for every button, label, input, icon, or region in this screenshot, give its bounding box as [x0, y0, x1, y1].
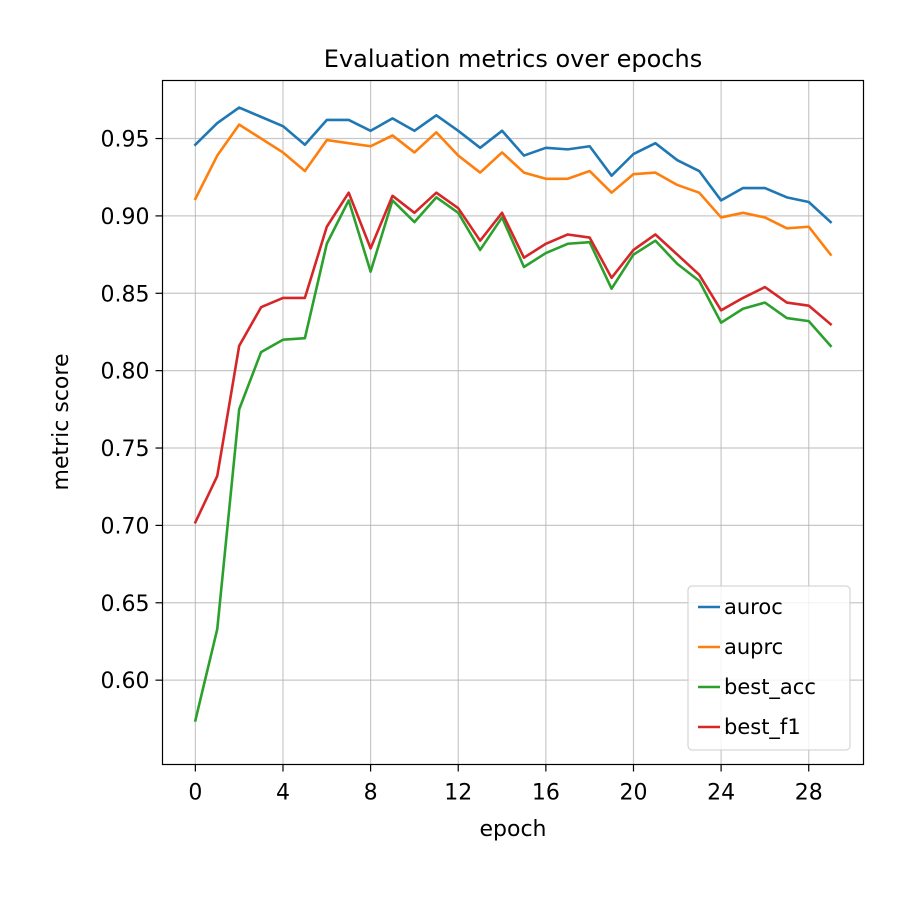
y-tick-label: 0.70 [101, 514, 150, 539]
series-line-best-acc [193, 196, 833, 722]
x-tick-label: 12 [444, 781, 472, 806]
x-tick-label: 24 [707, 781, 735, 806]
x-tick-label: 20 [619, 781, 647, 806]
series-line-best-f1 [193, 191, 833, 525]
y-tick-label: 0.60 [101, 669, 150, 694]
x-axis-title: epoch [480, 817, 547, 842]
y-tick-label: 0.90 [101, 205, 150, 230]
x-tick-label: 4 [276, 781, 290, 806]
y-tick-label: 0.95 [101, 128, 150, 153]
y-tick-label: 0.80 [101, 360, 150, 385]
legend-label-best-f1: best_f1 [724, 715, 801, 740]
legend-label-auprc: auprc [724, 635, 783, 659]
y-tick-label: 0.65 [101, 592, 150, 617]
legend-label-best-acc: best_acc [724, 675, 816, 700]
legend-label-auroc: auroc [724, 595, 783, 619]
y-axis: 0.60 0.65 0.70 0.75 0.80 0.85 0.90 0.95 [101, 128, 163, 694]
x-tick-label: 0 [188, 781, 202, 806]
x-tick-label: 16 [532, 781, 560, 806]
series-lines [193, 106, 833, 722]
x-axis: 0 4 8 12 16 20 24 28 [188, 764, 823, 806]
series-line-auprc [193, 123, 833, 257]
legend-box [687, 585, 851, 751]
y-axis-title: metric score [49, 354, 74, 491]
x-tick-label: 8 [364, 781, 378, 806]
legend: auroc auprc best_acc best_f1 [687, 585, 851, 751]
series-line-auroc [193, 106, 833, 224]
plot-frame [161, 79, 865, 766]
y-tick-label: 0.85 [101, 282, 150, 307]
chart-title: Evaluation metrics over epochs [324, 45, 702, 73]
x-tick-label: 28 [795, 781, 823, 806]
y-tick-label: 0.75 [101, 437, 150, 462]
